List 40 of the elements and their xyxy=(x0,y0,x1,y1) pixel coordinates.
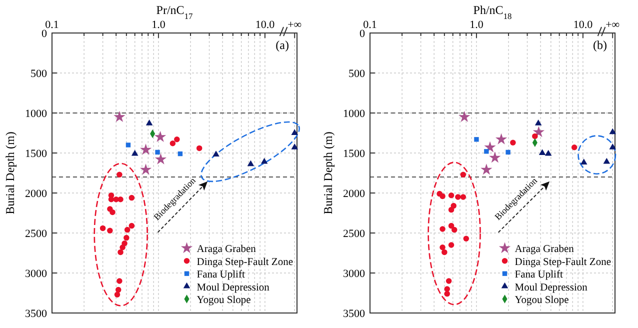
y-tick-label: 1500 xyxy=(25,148,48,160)
y-tick-label: 2500 xyxy=(25,228,48,240)
y-axis-title: Burial Depth (m) xyxy=(321,132,335,214)
y-tick-label: 2000 xyxy=(343,188,366,200)
y-tick-label: 2000 xyxy=(25,188,48,200)
legend-label: Dinga Step-Fault Zone xyxy=(196,256,294,268)
y-tick-label: 1500 xyxy=(343,148,366,160)
legend-label: Moul Depression xyxy=(514,282,588,294)
legend-label: Yogou Slope xyxy=(514,295,570,306)
x-tick-label: 1.0 xyxy=(152,19,166,31)
legend-label: Araga Graben xyxy=(514,244,575,256)
x-tick-label: +∞ xyxy=(288,19,302,31)
y-tick-label: 0 xyxy=(42,28,48,40)
x-tick-label: 10.0 xyxy=(255,19,276,31)
y-tick-label: 500 xyxy=(348,68,366,80)
legend-label: Moul Depression xyxy=(196,282,270,294)
x-tick-label: 10.0 xyxy=(573,19,594,31)
legend-label: Araga Graben xyxy=(196,244,257,256)
x-tick-label: 1.0 xyxy=(470,19,484,31)
y-tick-label: 2500 xyxy=(343,228,366,240)
legend-label: Fana Uplift xyxy=(196,270,245,281)
y-tick-label: 0 xyxy=(360,28,366,40)
y-axis-title: Burial Depth (m) xyxy=(3,132,17,214)
legend-label: Dinga Step-Fault Zone xyxy=(514,256,612,268)
x-tick-label: +∞ xyxy=(606,19,620,31)
y-tick-label: 1000 xyxy=(25,108,48,120)
y-tick-label: 3000 xyxy=(343,268,366,280)
legend-label: Yogou Slope xyxy=(196,295,252,306)
y-tick-label: 3500 xyxy=(25,308,48,320)
y-tick-label: 3000 xyxy=(25,268,48,280)
annotation: (b) xyxy=(593,38,607,52)
legend-label: Fana Uplift xyxy=(514,270,563,281)
y-tick-label: 500 xyxy=(30,68,48,80)
y-tick-label: 1000 xyxy=(343,108,366,120)
x-axis-title: Pr/nC$_{17}$ xyxy=(156,3,193,20)
y-tick-label: 3500 xyxy=(343,308,366,320)
annotation: (a) xyxy=(276,38,289,52)
x-tick-label: 0.1 xyxy=(363,19,377,31)
x-axis-title: Ph/nC$_{18}$ xyxy=(473,3,512,20)
x-tick-label: 0.1 xyxy=(45,19,59,31)
